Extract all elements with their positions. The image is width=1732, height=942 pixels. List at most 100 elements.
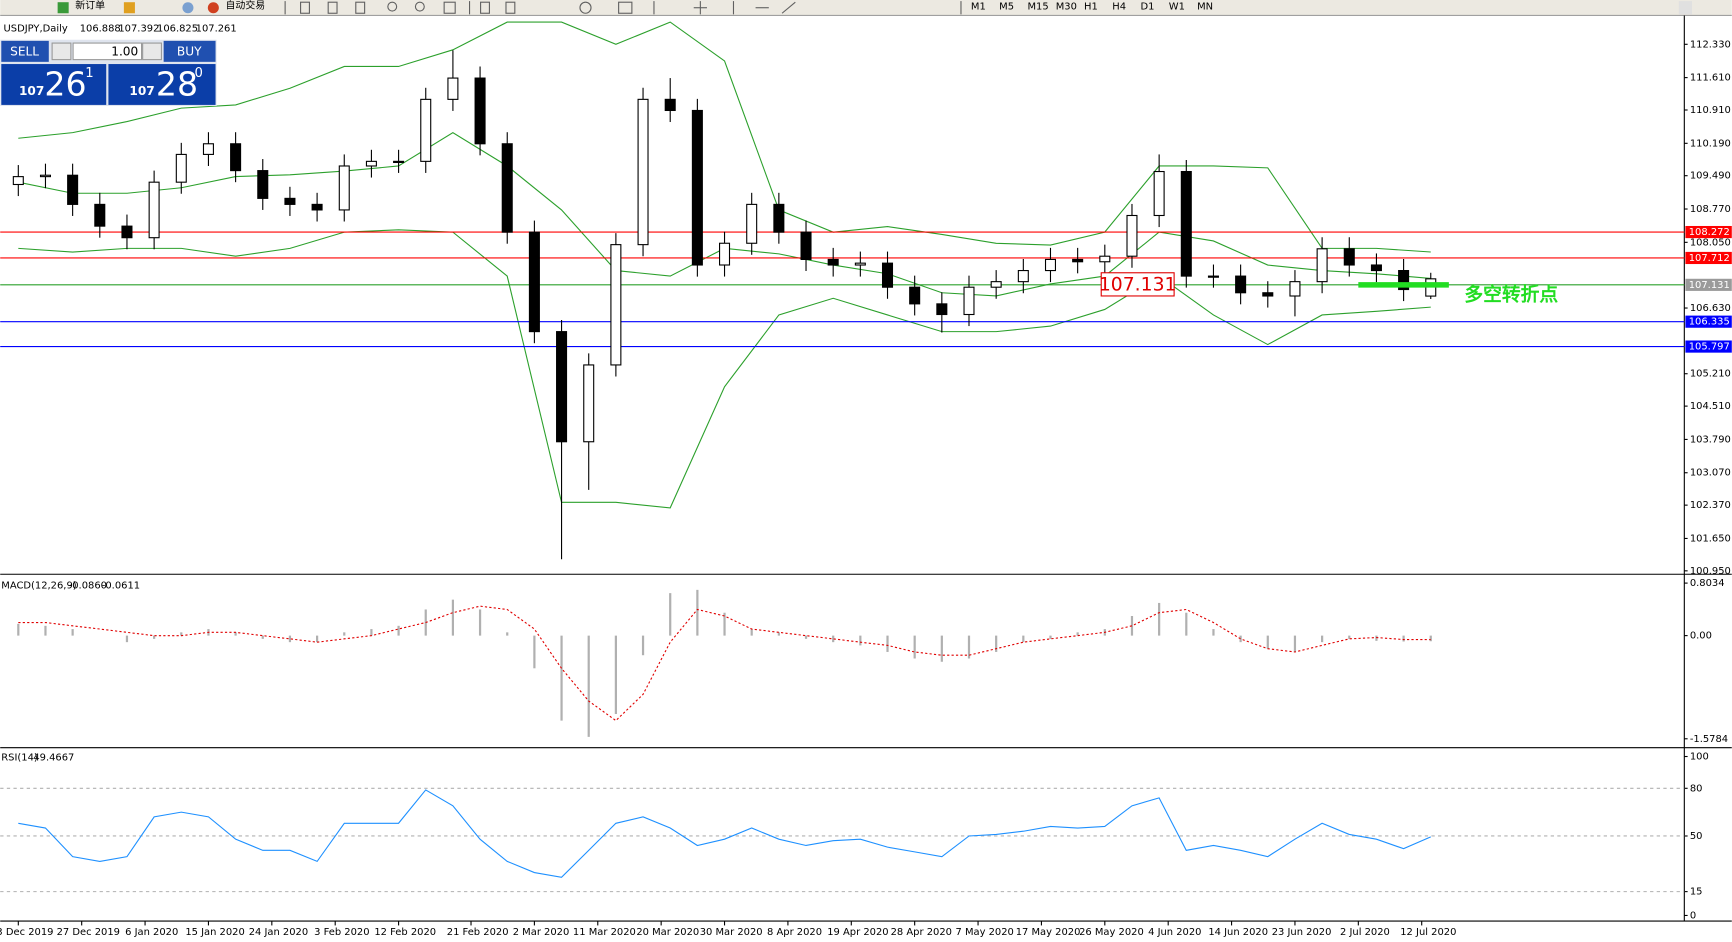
x-tick-label: 15 Jan 2020 <box>185 927 244 938</box>
x-tick-label: 23 Jun 2020 <box>1272 927 1332 938</box>
x-tick-label: 11 Mar 2020 <box>573 927 636 938</box>
x-tick-label: 6 Jan 2020 <box>125 927 178 938</box>
search-icon[interactable] <box>1678 1 1693 15</box>
timeframe-button[interactable]: W1 <box>1169 2 1185 13</box>
candle-body <box>39 174 51 178</box>
candle-body <box>773 203 785 233</box>
buy-label[interactable]: BUY <box>177 44 202 58</box>
candle-body <box>800 231 812 260</box>
macd-readout: -0.0860 <box>69 580 107 591</box>
tool-icon[interactable] <box>327 1 338 14</box>
trend-tool[interactable] <box>781 1 796 14</box>
timeframe-button[interactable]: D1 <box>1141 2 1155 13</box>
timeframe-button[interactable]: M1 <box>971 2 986 13</box>
buy-price-pips: 28 <box>156 65 198 104</box>
y-tick-label: 102.370 <box>1690 500 1731 511</box>
rsi-line <box>18 789 1431 878</box>
bollinger-lower <box>18 229 1431 509</box>
sell-price-box[interactable] <box>1 64 107 105</box>
new-order-icon[interactable] <box>57 2 69 14</box>
candle-body <box>474 77 486 145</box>
tool-icon[interactable] <box>480 1 490 14</box>
y-tick-label: 15 <box>1690 887 1703 898</box>
x-tick-label: 17 May 2020 <box>1016 927 1081 938</box>
macd-signal-readout: -0.0611 <box>102 580 140 591</box>
macd-signal <box>18 605 1431 722</box>
buy-price-frac: 0 <box>195 66 203 81</box>
candle-body <box>284 197 296 205</box>
sell-price-big: 107 <box>19 84 44 98</box>
candle-body <box>556 331 568 443</box>
price-annotation: 107.131 <box>1099 274 1177 295</box>
candle-body <box>1180 170 1192 277</box>
candle-body <box>827 258 839 266</box>
candle-body <box>528 231 540 333</box>
candle-body <box>311 203 323 211</box>
ohlc-low: 106.825 <box>157 24 198 35</box>
tile-icon[interactable] <box>443 1 456 14</box>
candle-body <box>963 286 975 316</box>
y-tick-label: 103.070 <box>1690 468 1731 479</box>
tool-icon[interactable] <box>300 1 310 14</box>
y-tick-label: 0.00 <box>1690 631 1712 642</box>
timeframe-button[interactable]: MN <box>1197 2 1213 13</box>
candle-body <box>94 203 106 227</box>
toolbar-icon[interactable] <box>123 2 135 14</box>
candle-body <box>909 286 921 305</box>
lot-up[interactable] <box>142 42 162 61</box>
x-tick-label: 27 Dec 2019 <box>57 927 120 938</box>
lot-value[interactable]: 1.00 <box>111 44 138 58</box>
timeframe-button[interactable]: H4 <box>1112 2 1126 13</box>
timeframe-button[interactable]: M15 <box>1027 2 1048 13</box>
toolbar <box>0 0 1732 16</box>
sell-price-pips: 26 <box>44 65 86 104</box>
zoom-in[interactable] <box>387 1 398 12</box>
sell-button[interactable] <box>1 40 49 62</box>
lot-input[interactable] <box>72 42 143 61</box>
candle-body <box>691 109 703 266</box>
candle-body <box>1072 258 1084 263</box>
y-tick-label: 110.910 <box>1690 105 1731 116</box>
toolbar-icon[interactable] <box>182 2 194 14</box>
y-tick-label: 0 <box>1690 910 1696 921</box>
buy-price-box[interactable] <box>108 64 216 105</box>
x-tick-label: 26 May 2020 <box>1079 927 1144 938</box>
x-tick-label: 12 Jul 2020 <box>1400 927 1456 938</box>
timeframe-button[interactable]: H1 <box>1084 2 1098 13</box>
candle-body <box>1153 170 1165 217</box>
timeframe-button[interactable]: M30 <box>1056 2 1077 13</box>
candle-body <box>719 242 731 266</box>
timeframe-button[interactable]: M5 <box>999 2 1014 13</box>
candle-body <box>881 262 894 288</box>
price-level-tag <box>1685 225 1732 239</box>
tool-icon[interactable] <box>505 1 516 14</box>
price-annotation-box <box>1100 272 1175 297</box>
candle-body <box>854 262 866 266</box>
period-icon[interactable] <box>579 1 592 14</box>
autotrade-button[interactable]: 自动交易 <box>225 0 265 12</box>
y-tick-label: 80 <box>1690 783 1703 794</box>
buy-button[interactable] <box>163 40 216 62</box>
pane-frame <box>0 15 1732 922</box>
candle-body <box>365 160 377 167</box>
y-tick-label: 103.790 <box>1690 434 1731 445</box>
y-tick-label: 108.770 <box>1690 204 1731 215</box>
template-icon[interactable] <box>618 1 633 14</box>
sell-label[interactable]: SELL <box>10 44 39 58</box>
x-tick-label: 8 Apr 2020 <box>767 927 822 938</box>
turning-point-label: 多空转折点 <box>1464 282 1558 305</box>
autotrade-icon[interactable] <box>207 2 219 14</box>
ohlc-open: 106.888 <box>80 24 121 35</box>
x-tick-label: 2 Mar 2020 <box>513 927 570 938</box>
lot-down[interactable] <box>51 42 72 61</box>
tool-icon[interactable] <box>355 1 366 14</box>
y-tick-label: 110.190 <box>1690 138 1731 149</box>
candle-body <box>175 153 187 183</box>
zoom-out[interactable] <box>414 1 425 12</box>
candle-body <box>1343 248 1355 266</box>
new-order-button[interactable]: 新订单 <box>75 0 105 12</box>
x-tick-label: 19 Apr 2020 <box>827 927 888 938</box>
buy-price-big: 107 <box>129 84 154 98</box>
